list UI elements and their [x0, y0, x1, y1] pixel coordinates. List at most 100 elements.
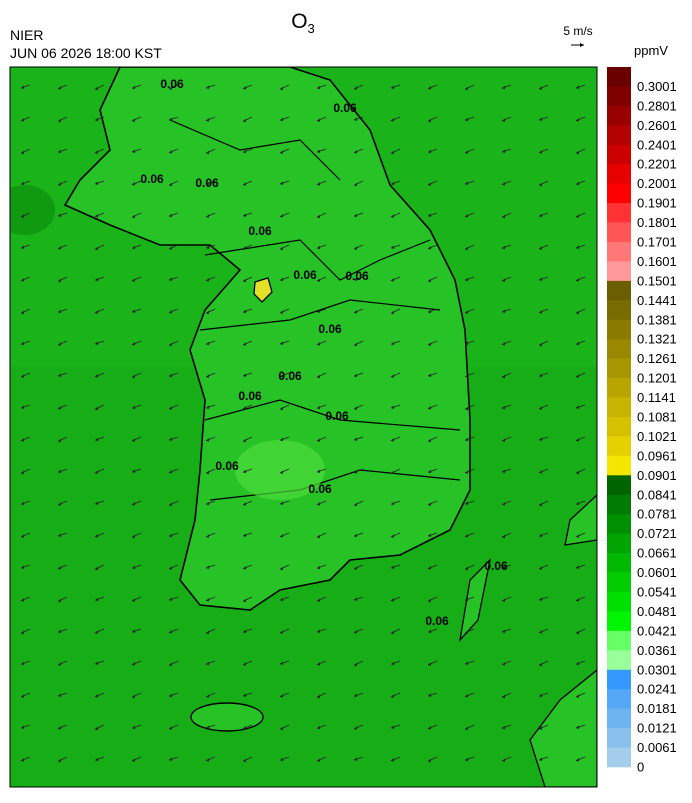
- wind-arrow-head: [576, 85, 579, 89]
- wind-arrow-head: [539, 757, 542, 761]
- wind-arrow-head: [243, 406, 246, 410]
- wind-arrow-head: [21, 501, 24, 506]
- wind-arrow-head: [465, 117, 468, 122]
- wind-arrow-head: [539, 502, 542, 507]
- contour-label: 0.06: [333, 101, 357, 115]
- wind-arrow-head: [58, 213, 61, 217]
- wind-arrow-head: [58, 598, 61, 603]
- wind-arrow-head: [169, 693, 172, 698]
- wind-arrow-head: [576, 150, 579, 155]
- wind-arrow-head: [21, 245, 24, 249]
- contour-labels: 0.06 0.06 0.06 0.06 0.06 0.06 0.06 0.06 0.06 0.06…: [140, 77, 508, 628]
- wind-arrow-head: [502, 662, 505, 666]
- wind-arrow-head: [243, 469, 246, 474]
- wind-arrow-head: [391, 341, 394, 346]
- wind-arrow-head: [280, 726, 283, 731]
- wind-arrow-head: [280, 181, 283, 185]
- wind-arrow-head: [502, 502, 505, 506]
- wind-arrow-head: [428, 693, 431, 697]
- wind-arrow-head: [576, 341, 579, 346]
- colorbar-swatch: [607, 339, 631, 359]
- wind-arrow-head: [169, 437, 172, 441]
- wind-arrow-head: [391, 374, 394, 378]
- wind-arrow-head: [391, 694, 394, 698]
- contour-label: 0.06: [345, 269, 369, 283]
- colorbar-label: 0.0961: [637, 448, 677, 463]
- colorbar-swatch: [607, 183, 631, 204]
- wind-arrow-head: [317, 182, 320, 186]
- wind-arrow-head: [317, 118, 320, 122]
- wind-arrow-head: [206, 725, 209, 729]
- wind-arrow-head: [539, 342, 542, 347]
- colorbar-swatch: [607, 708, 631, 729]
- wind-arrow-head: [169, 757, 172, 761]
- wind-arrow-head: [391, 470, 394, 475]
- colorbar-swatch: [607, 455, 631, 476]
- wind-arrow-head: [280, 661, 283, 665]
- wind-arrow-head: [58, 502, 61, 506]
- colorbar-swatch: [607, 572, 631, 593]
- wind-arrow-head: [391, 725, 394, 729]
- wind-arrow-head: [428, 213, 431, 217]
- wind-arrow-head: [502, 758, 505, 762]
- wind-scale-arrow: [571, 43, 584, 47]
- wind-arrow-head: [206, 405, 209, 409]
- wind-arrow-head: [317, 758, 320, 762]
- wind-arrow-head: [21, 118, 24, 122]
- colorbar-label: 0.1381: [637, 312, 677, 327]
- wind-arrow-head: [169, 342, 172, 347]
- colorbar-label: 0.1021: [637, 429, 677, 444]
- island: [190, 702, 264, 732]
- contour-label: 0.06: [325, 409, 349, 423]
- wind-arrow-head: [132, 758, 135, 762]
- wind-arrow-head: [502, 182, 505, 186]
- wind-arrow-head: [502, 565, 505, 570]
- wind-arrow-head: [58, 469, 61, 474]
- wind-arrow-head: [317, 469, 320, 473]
- wind-arrow-head: [243, 149, 246, 154]
- wind-arrow-head: [21, 214, 24, 218]
- wind-arrow-head: [428, 342, 431, 346]
- wind-arrow-head: [317, 598, 320, 602]
- wind-arrow-head: [95, 214, 98, 218]
- wind-arrow-head: [280, 150, 283, 154]
- wind-arrow-head: [465, 406, 468, 411]
- datetime: JUN 06 2026 18:00 KST: [10, 45, 162, 61]
- wind-arrow-head: [354, 597, 357, 601]
- wind-arrow-head: [502, 374, 505, 379]
- colorbar-swatch: [607, 650, 631, 671]
- wind-arrow-head: [465, 437, 468, 442]
- wind-arrow-head: [317, 85, 320, 90]
- wind-arrow-head: [317, 629, 320, 633]
- colorbar-label: 0.1601: [637, 254, 677, 269]
- land: [63, 67, 471, 611]
- wind-arrow-head: [576, 598, 579, 602]
- wind-field: [20, 84, 586, 763]
- wind-arrow-head: [21, 374, 24, 378]
- wind-arrow-head: [280, 341, 283, 345]
- wind-arrow-head: [58, 118, 61, 123]
- wind-arrow-head: [58, 438, 61, 443]
- wind-arrow-head: [206, 310, 209, 315]
- wind-arrow-head: [576, 214, 579, 218]
- wind-arrow-head: [21, 85, 24, 89]
- wind-arrow-head: [428, 438, 431, 443]
- wind-arrow-head: [21, 405, 24, 409]
- wind-arrow-head: [354, 117, 357, 121]
- wind-arrow-head: [539, 630, 542, 634]
- wind-arrow-head: [539, 437, 542, 441]
- wind-arrow-head: [428, 278, 431, 283]
- wind-arrow-head: [539, 406, 542, 410]
- wind-arrow-head: [280, 277, 283, 282]
- wind-arrow-head: [206, 630, 209, 635]
- wind-arrow-head: [243, 373, 246, 377]
- wind-arrow-head: [169, 86, 172, 90]
- wind-arrow-head: [21, 534, 24, 538]
- wind-arrow-head: [502, 405, 505, 410]
- wind-arrow-head: [576, 725, 579, 729]
- colorbar-label: 0.0541: [637, 585, 677, 600]
- wind-arrow-head: [539, 373, 542, 378]
- wind-arrow-head: [539, 246, 542, 250]
- colorbar-label: 0.0901: [637, 468, 677, 483]
